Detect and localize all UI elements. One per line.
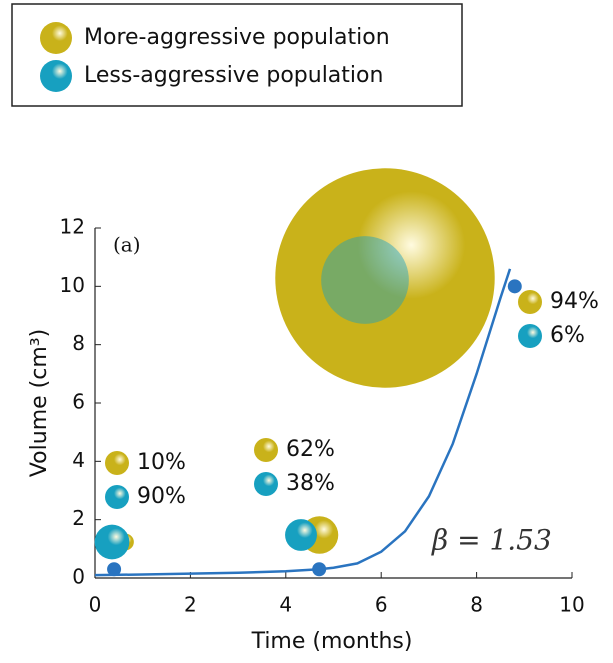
x-tick-label: 10 <box>559 593 584 617</box>
composition-label: 94% <box>550 289 599 314</box>
y-tick-label: 6 <box>72 390 85 414</box>
less-aggressive-sphere <box>285 519 317 551</box>
x-tick-label: 0 <box>89 593 102 617</box>
x-tick-label: 8 <box>470 593 483 617</box>
label-marker <box>254 438 278 462</box>
composition-label: 38% <box>286 471 335 496</box>
legend-label: More-aggressive population <box>84 25 390 50</box>
label-marker <box>518 290 542 314</box>
more-aggressive-sphere <box>275 168 495 388</box>
less-aggressive-sphere <box>94 524 130 560</box>
y-tick-label: 0 <box>72 565 85 589</box>
panel-label: (a) <box>113 233 141 257</box>
y-tick-label: 8 <box>72 331 85 355</box>
composition-label: 10% <box>137 450 186 475</box>
legend-box <box>11 3 463 107</box>
y-tick-label: 12 <box>60 215 85 239</box>
x-tick-label: 2 <box>184 593 197 617</box>
composition-label: 90% <box>137 484 186 509</box>
legend-label: Less-aggressive population <box>84 63 383 88</box>
less-aggressive-sphere <box>321 236 409 324</box>
x-tick-label: 4 <box>279 593 292 617</box>
y-tick-label: 10 <box>60 273 85 297</box>
legend-marker <box>40 22 72 54</box>
y-tick-label: 4 <box>72 448 85 472</box>
composition-label: 6% <box>550 323 585 348</box>
label-marker <box>518 324 542 348</box>
beta-annotation: β = 1.53 <box>431 524 552 557</box>
x-tick-label: 6 <box>375 593 388 617</box>
data-point <box>507 279 522 294</box>
data-point <box>312 562 327 577</box>
label-marker <box>105 451 129 475</box>
label-marker <box>254 472 278 496</box>
data-point <box>107 562 122 577</box>
y-axis-label: Volume (cm³) <box>27 329 52 477</box>
label-marker <box>105 485 129 509</box>
composition-label: 62% <box>286 437 335 462</box>
x-axis-label: Time (months) <box>251 629 413 654</box>
growth-curve <box>94 268 512 577</box>
y-tick-label: 2 <box>72 506 85 530</box>
legend-marker <box>40 60 72 92</box>
